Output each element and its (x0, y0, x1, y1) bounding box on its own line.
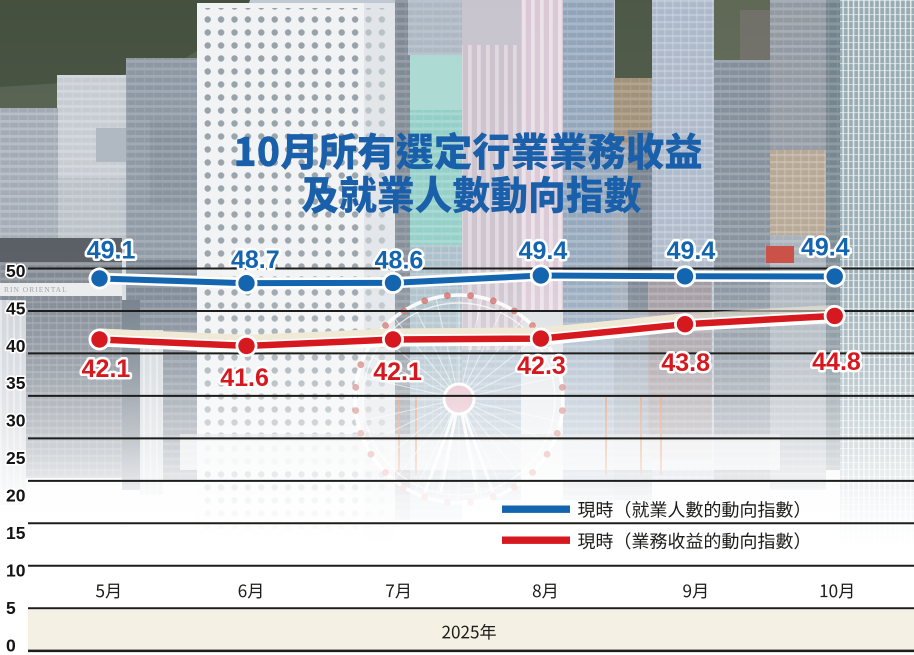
svg-text:10: 10 (6, 561, 26, 581)
svg-text:30: 30 (6, 411, 26, 431)
svg-text:50: 50 (6, 261, 26, 281)
svg-text:42.1: 42.1 (82, 355, 131, 383)
svg-text:41.6: 41.6 (220, 364, 269, 392)
svg-text:45: 45 (6, 298, 26, 318)
svg-text:15: 15 (6, 523, 26, 543)
svg-text:49.4: 49.4 (667, 237, 716, 265)
svg-text:48.7: 48.7 (231, 246, 280, 274)
svg-text:49.1: 49.1 (87, 237, 136, 265)
svg-text:49.4: 49.4 (519, 237, 568, 265)
svg-text:20: 20 (6, 486, 26, 506)
svg-text:0: 0 (6, 636, 16, 655)
svg-text:35: 35 (6, 373, 26, 393)
svg-text:48.6: 48.6 (375, 247, 424, 275)
svg-text:5: 5 (6, 598, 16, 618)
svg-text:40: 40 (6, 336, 26, 356)
svg-text:44.8: 44.8 (812, 348, 861, 376)
svg-text:43.8: 43.8 (661, 349, 710, 377)
svg-text:49.4: 49.4 (801, 234, 850, 262)
svg-text:42.3: 42.3 (517, 352, 566, 380)
svg-text:25: 25 (6, 448, 26, 468)
svg-text:42.1: 42.1 (373, 358, 422, 386)
